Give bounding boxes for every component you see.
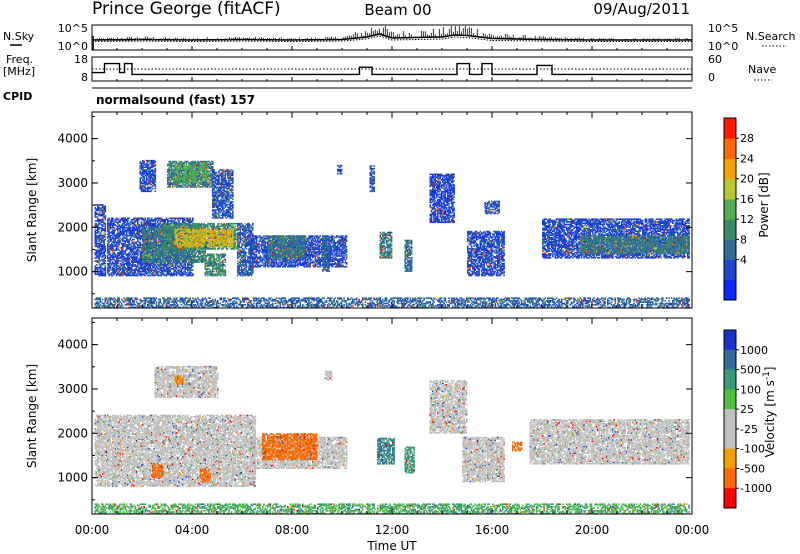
heat-cell [105,271,107,273]
heat-cell [131,267,133,269]
noise-right-tick-top: 10^5 [708,22,738,35]
noise-right-label: N.Search [746,30,796,43]
heat-cell [127,219,129,221]
noise-left-tick-bottom: 10^0 [58,40,88,53]
heat-cell [105,263,107,265]
heat-cell [133,239,135,241]
heat-cell [105,236,107,238]
heat-cell [118,218,120,220]
heat-cell [105,206,107,208]
heat-cell [105,210,107,212]
freq-lines [92,64,692,81]
noise-left-label: N.Sky [3,30,35,43]
heat-cell [126,236,128,238]
heat-cell [135,271,137,273]
heat-cell [102,204,104,206]
heat-cell [105,267,107,269]
freq-left-tick-bottom: 8 [81,71,88,84]
heat-cell [112,218,114,220]
cpid-program: normalsound (fast) 157 [96,93,255,107]
freq-right-tick-bottom: 0 [708,71,715,84]
cpid-label: CPID [3,90,32,103]
heat-cell [128,240,130,242]
heat-cell [126,232,128,234]
heat-cell [113,252,115,254]
date-title: 09/Aug/2011 [593,0,690,18]
noise-right-tick-bottom: 10^0 [708,40,738,53]
heat-cell [131,236,133,238]
heat-cell [105,250,107,252]
heat-cell [102,271,104,273]
heat-cell [138,219,140,221]
heat-cell [112,219,114,221]
heat-cell [140,242,142,244]
heat-cell [105,260,107,262]
heat-cell [105,219,107,221]
heat-cell [128,218,130,220]
station-title: Prince George (fitACF) [92,0,281,19]
heat-cell [96,240,98,242]
heat-cell [105,234,107,236]
noise-lines [92,26,692,50]
heat-cell [97,232,99,234]
heat-cell [113,232,115,234]
noise-series-0 [92,34,692,40]
heat-cell [120,240,122,242]
heat-cell [105,265,107,267]
heat-cell [116,218,118,220]
heat-cell [117,263,119,265]
freq-right-tick-top: 60 [708,53,722,66]
heat-cell [102,219,104,221]
freq-left-label-2: [MHz] [3,65,35,78]
heat-cell [103,222,105,224]
summary-plot: Prince George (fitACF) Beam 00 09/Aug/20… [0,0,800,554]
heat-cell [141,222,143,224]
heat-cell [105,246,107,248]
power-panel-bg [92,112,692,308]
heat-cell [105,223,107,225]
noise-left-tick-top: 10^5 [58,22,88,35]
heat-cell [116,250,118,252]
heat-cell [137,254,139,256]
heat-cell [123,232,125,234]
heat-cell [145,218,147,220]
heat-cell [105,255,107,257]
beam-title: Beam 00 [364,1,431,19]
heat-cell [105,215,107,217]
heat-cell [105,227,107,229]
heat-cell [142,218,144,220]
heat-cell [112,261,114,263]
heat-cell [125,218,127,220]
heat-cell [103,240,105,242]
heat-cell [137,257,139,259]
freq-left-tick-top: 18 [74,53,88,66]
freq-right-label: Nave [748,63,776,76]
heat-cell [105,239,107,241]
heat-cell [126,250,128,252]
heat-cell [108,271,110,273]
freq-series [92,64,692,75]
heat-cell [98,231,100,233]
heat-cell [138,232,140,234]
heat-cell [108,218,110,220]
heat-cell [97,218,99,220]
